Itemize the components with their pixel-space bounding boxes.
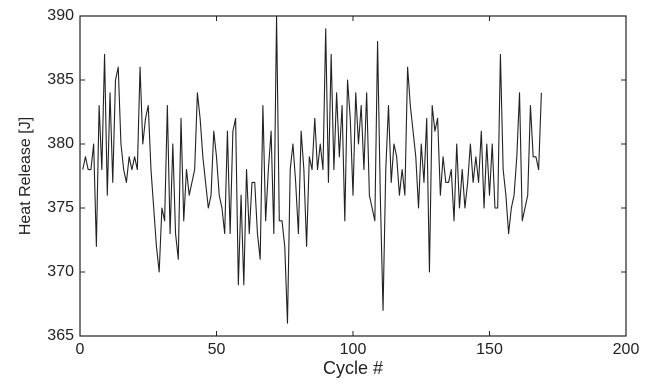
y-tick-label: 370 bbox=[47, 263, 74, 280]
x-tick-label: 100 bbox=[340, 341, 367, 358]
y-tick-label: 380 bbox=[47, 135, 74, 152]
x-tick-label: 200 bbox=[613, 341, 640, 358]
data-line bbox=[82, 15, 542, 324]
y-tick-label: 390 bbox=[47, 7, 74, 24]
y-axis-label: Heat Release [J] bbox=[17, 117, 34, 235]
x-tick-label: 0 bbox=[76, 341, 85, 358]
y-tick-label: 385 bbox=[47, 71, 74, 88]
x-tick-label: 150 bbox=[476, 341, 503, 358]
y-tick-label: 365 bbox=[47, 327, 74, 344]
x-axis-label: Cycle # bbox=[323, 358, 383, 378]
y-tick-label: 375 bbox=[47, 199, 74, 216]
x-tick-label: 50 bbox=[208, 341, 226, 358]
